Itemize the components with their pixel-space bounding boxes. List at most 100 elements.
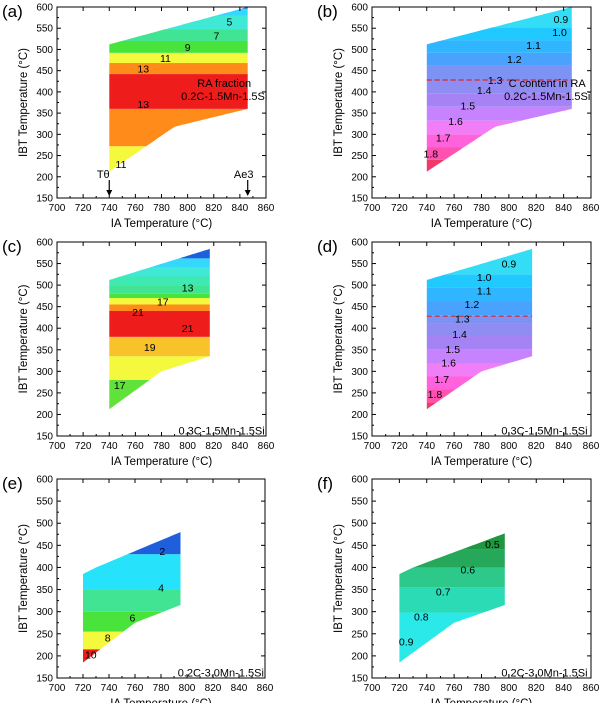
chart-panel: 700 720 740 760 780 800 820 840 860 150 200 250 300 3… <box>317 2 600 230</box>
contour-label: 4 <box>158 582 164 594</box>
x-axis-title: IA Temperature (°C) <box>431 698 533 703</box>
contour-band <box>426 106 572 121</box>
y-tick-label: 550 <box>351 259 368 270</box>
x-axis-title: IA Temperature (°C) <box>110 698 212 703</box>
contour-label: 7 <box>213 30 219 42</box>
y-tick-label: 400 <box>36 563 53 574</box>
contour-band <box>399 567 505 588</box>
y-tick-label: 600 <box>36 238 53 249</box>
y-tick-label: 600 <box>351 238 368 249</box>
y-tick-label: 250 <box>36 388 53 399</box>
chart-panel: 700 720 740 760 780 800 820 840 860 150 200 250 300 3… <box>2 237 275 468</box>
contour-label: 1.2 <box>465 299 480 311</box>
x-tick-label: 740 <box>418 203 435 214</box>
y-tick-label: 550 <box>36 259 53 270</box>
contour-label: 1.5 <box>461 100 476 112</box>
contour-band <box>426 274 533 288</box>
contour-region <box>399 533 505 663</box>
y-tick-label: 300 <box>36 607 53 618</box>
contour-label: 21 <box>182 323 194 335</box>
contour-band <box>109 293 210 299</box>
x-tick-label: 820 <box>528 203 545 214</box>
contour-label: 6 <box>129 612 135 624</box>
contour-label: 0.9 <box>554 14 569 26</box>
panel-label: (a) <box>2 2 23 21</box>
x-tick-label: 860 <box>583 683 600 694</box>
contour-band <box>83 631 181 650</box>
contour-band <box>109 267 210 277</box>
y-tick-label: 450 <box>351 66 368 77</box>
x-tick-label: 820 <box>205 203 222 214</box>
x-tick-label: 780 <box>473 203 490 214</box>
panel-label: (f) <box>317 474 333 493</box>
marker-arrowhead <box>244 190 251 196</box>
chart-panel: 700 720 740 760 780 800 820 840 860 150 200 250 300 3… <box>2 2 275 230</box>
contour-label: 1.6 <box>448 116 463 128</box>
y-tick-label: 300 <box>351 607 368 618</box>
y-tick-label: 450 <box>36 302 53 313</box>
contour-band <box>426 52 572 66</box>
annotation-text: C content in RA <box>509 78 587 90</box>
y-tick-label: 350 <box>351 585 368 596</box>
y-tick-label: 200 <box>36 651 53 662</box>
x-tick-label: 760 <box>127 441 144 452</box>
contour-band <box>109 285 210 294</box>
contour-band <box>426 65 572 81</box>
x-tick-label: 840 <box>231 683 248 694</box>
contour-band <box>426 93 572 107</box>
y-axis-title: IBT Temperature (°C) <box>18 284 30 393</box>
y-tick-label: 250 <box>351 388 368 399</box>
contour-region <box>83 532 181 663</box>
x-tick-label: 800 <box>501 683 518 694</box>
contour-label: 0.9 <box>502 259 517 271</box>
x-tick-label: 780 <box>473 683 490 694</box>
x-tick-label: 780 <box>153 441 170 452</box>
contour-label: 1.0 <box>477 272 492 284</box>
contour-band <box>109 108 248 147</box>
y-tick-label: 600 <box>351 3 368 14</box>
contour-band <box>426 301 533 316</box>
contour-band <box>426 287 533 302</box>
contour-label: 0.8 <box>414 612 429 624</box>
contour-band <box>426 27 572 41</box>
contour-label: 0.9 <box>399 636 414 648</box>
contour-band <box>109 74 248 109</box>
chart-panel: 700 720 740 760 780 800 820 840 860 150 200 250 300 3… <box>317 237 600 468</box>
contour-label: 0.5 <box>485 539 500 551</box>
x-tick-label: 760 <box>127 683 144 694</box>
contour-band <box>109 304 210 311</box>
y-tick-label: 550 <box>36 24 53 35</box>
x-tick-label: 720 <box>391 441 408 452</box>
y-tick-label: 250 <box>36 629 53 640</box>
y-tick-label: 550 <box>351 24 368 35</box>
y-axis-title: IBT Temperature (°C) <box>333 284 345 393</box>
x-tick-label: 800 <box>179 441 196 452</box>
y-tick-label: 600 <box>36 475 53 486</box>
contour-band <box>426 7 572 28</box>
x-tick-label: 840 <box>555 683 572 694</box>
contour-label: 1.5 <box>445 344 460 356</box>
contour-label: 1.8 <box>428 389 443 401</box>
contour-label: 9 <box>185 42 191 54</box>
x-tick-label: 820 <box>528 441 545 452</box>
x-tick-label: 780 <box>473 441 490 452</box>
y-tick-label: 500 <box>351 281 368 292</box>
contour-band <box>426 147 572 160</box>
x-tick-label: 840 <box>555 441 572 452</box>
contour-band <box>109 356 210 380</box>
annotation-text: 0.2C-1.5Mn-1.5Si <box>504 91 590 103</box>
x-tick-label: 760 <box>127 203 144 214</box>
marker-arrowhead <box>106 190 113 196</box>
x-axis-title: IA Temperature (°C) <box>111 456 213 468</box>
y-tick-label: 500 <box>36 281 53 292</box>
y-tick-label: 250 <box>351 151 368 162</box>
contour-band <box>109 8 248 16</box>
chart-panel: 700 720 740 760 780 800 820 840 860 150 200 250 300 3… <box>2 474 274 703</box>
y-tick-label: 150 <box>351 194 368 205</box>
y-tick-label: 250 <box>36 151 53 162</box>
x-tick-label: 800 <box>501 441 518 452</box>
x-tick-label: 840 <box>232 441 249 452</box>
contour-band <box>109 146 248 172</box>
y-tick-label: 300 <box>36 130 53 141</box>
x-tick-label: 860 <box>257 683 274 694</box>
